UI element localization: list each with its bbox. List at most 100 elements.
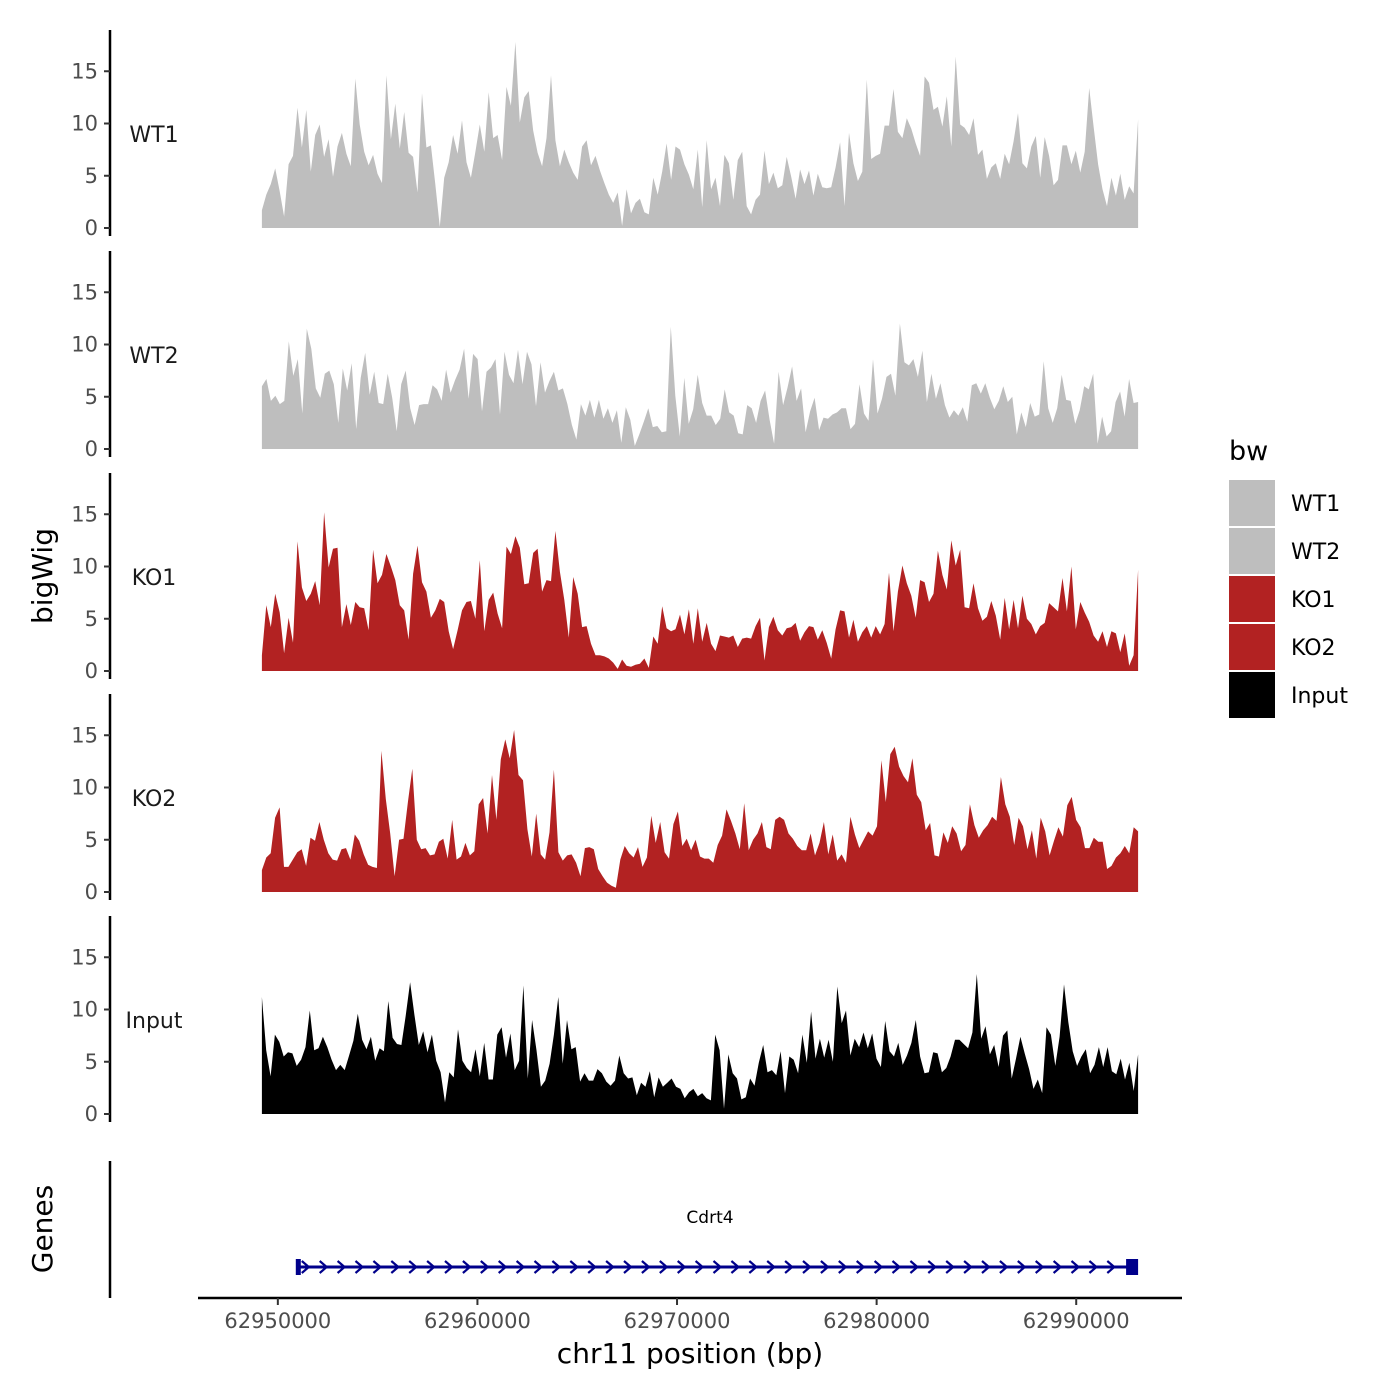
track-ko2: 0 5 10 15 KO2 [71,694,1139,904]
track-wt1: 0 5 10 15 WT1 [71,30,1139,240]
strand-arrow [1052,1260,1063,1274]
strand-arrow [694,1260,705,1274]
y-tick-label: 15 [71,59,98,83]
strand-arrow [372,1260,383,1274]
strand-arrow [730,1260,741,1274]
y-tick-label: 15 [71,280,98,304]
y-tick-label: 0 [85,1102,98,1126]
strand-arrow [838,1260,848,1274]
legend-swatch-wt2 [1229,528,1275,574]
legend-swatch-ko1 [1229,576,1275,622]
legend-label-wt2: WT2 [1291,540,1340,565]
legend-label-ko2: KO2 [1291,636,1336,661]
y-tick-label: 5 [85,607,98,631]
x-axis: 62950000 62960000 62970000 62980000 62990000… [198,1296,1182,1370]
y-tick-label: 15 [71,723,98,747]
bigwig-tracks: 0 5 10 15 WT1 0 5 10 15 WT2 0 5 10 15 KO1 0 5 10 15 KO2 0 5 10… [71,30,1139,1126]
area-wt1 [261,42,1139,228]
x-tick-label: 62960000 [424,1309,531,1333]
strand-arrow [426,1260,436,1274]
strand-arrow [605,1260,615,1274]
strand-arrow [462,1260,472,1274]
legend-label-ko1: KO1 [1291,588,1336,613]
strand-arrow [318,1260,329,1274]
legend-swatch-ko2 [1229,624,1275,670]
strand-arrow [927,1260,937,1274]
strand-arrow [444,1260,454,1274]
strand-arrow [784,1260,794,1274]
strand-arrow [1070,1260,1081,1274]
x-axis-title: chr11 position (bp) [557,1337,823,1370]
strand-arrow [551,1260,562,1274]
genes-track-title: Genes [26,1185,59,1273]
strand-arrow [354,1260,365,1274]
strand-arrow [981,1260,991,1274]
y-tick-label: 0 [85,880,98,904]
y-tick-label: 10 [71,776,98,800]
strand-arrow [909,1260,920,1274]
strand-arrow [1017,1260,1027,1274]
strand-arrow [533,1260,544,1274]
x-tick-label: 62970000 [624,1309,731,1333]
legend-title: bw [1229,436,1268,467]
y-tick-label: 5 [85,828,98,852]
strand-arrow [480,1260,490,1274]
y-tick-label: 15 [71,945,98,969]
strand-arrow [945,1260,955,1274]
legend-swatch-input [1229,672,1275,718]
strand-arrow [587,1260,597,1274]
strand-arrow [873,1260,884,1274]
strand-arrow [515,1260,526,1274]
legend-label-input: Input [1291,684,1348,709]
track-label-wt1: WT1 [129,123,178,148]
y-tick-label: 10 [71,112,98,136]
legend-swatch-wt1 [1229,480,1275,526]
strand-arrow [623,1260,633,1274]
strand-arrow [1106,1260,1116,1274]
y-tick-label: 5 [85,164,98,188]
strand-arrow [766,1260,776,1274]
strand-arrow [390,1260,400,1274]
strand-arrow [1034,1260,1045,1274]
strand-arrow [802,1260,812,1274]
y-tick-label: 0 [85,216,98,240]
strand-arrow [999,1260,1009,1274]
track-input: 0 5 10 15 Input [71,916,1139,1126]
x-tick-label: 62990000 [1023,1309,1130,1333]
y-tick-label: 5 [85,385,98,409]
y-tick-label: 0 [85,659,98,683]
strand-arrow [712,1260,723,1274]
x-tick-label: 62950000 [224,1309,331,1333]
strand-arrow [1088,1260,1099,1274]
strand-arrow [676,1260,687,1274]
track-wt2: 0 5 10 15 WT2 [71,251,1139,461]
legend: bw WT1 WT2 KO1 KO2 Input [1229,436,1348,718]
area-input [261,974,1139,1114]
strand-arrow [963,1260,973,1274]
strand-arrow [301,1260,311,1274]
strand-arrow [820,1260,830,1274]
area-ko2 [261,730,1139,892]
strand-arrow [497,1260,508,1274]
legend-label-wt1: WT1 [1291,492,1340,517]
x-axis-ticks: 62950000 62960000 62970000 62980000 62990000 [224,1298,1130,1333]
strand-arrow [408,1260,418,1274]
y-tick-label: 15 [71,502,98,526]
genes-track: Genes Cdrt4 [26,1161,1139,1298]
strand-arrow [336,1260,347,1274]
y-axis-title: bigWig [26,528,59,624]
y-tick-label: 10 [71,333,98,357]
area-ko1 [261,512,1139,671]
track-label-wt2: WT2 [129,344,178,369]
strand-arrow [641,1260,651,1274]
strand-arrow [659,1260,669,1274]
x-tick-label: 62980000 [823,1309,930,1333]
track-label-ko2: KO2 [132,787,177,812]
gene-exon-start [295,1259,301,1275]
strand-arrow [748,1260,758,1274]
strand-arrow [891,1260,902,1274]
strand-arrow [855,1260,866,1274]
strand-arrow [569,1260,579,1274]
y-tick-label: 0 [85,437,98,461]
